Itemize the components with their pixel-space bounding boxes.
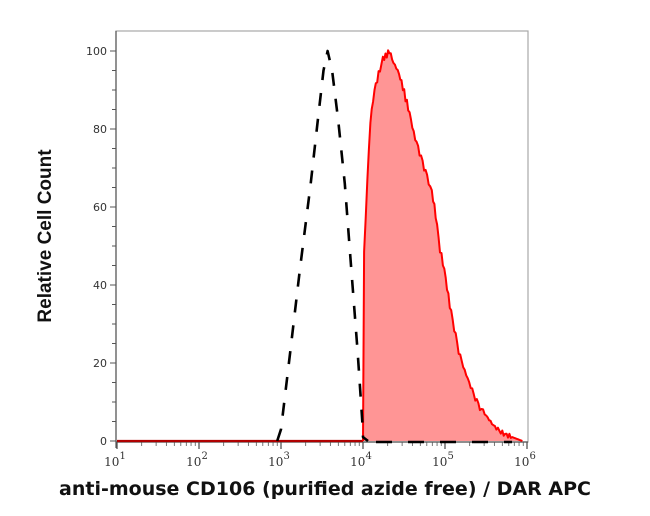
x-tick-label: 102 [186, 451, 208, 469]
y-tick-label: 60 [93, 201, 107, 214]
x-tick-label: 104 [350, 451, 372, 469]
x-axis-title: anti-mouse CD106 (purified azide free) /… [59, 478, 591, 500]
x-tick-label: 105 [432, 451, 454, 469]
stained-series-fill [363, 50, 523, 442]
y-tick-label: 80 [93, 123, 107, 136]
y-tick-label: 0 [100, 435, 107, 448]
x-tick-label: 106 [514, 451, 536, 469]
y-tick-label: 100 [86, 45, 107, 58]
y-tick-label: 40 [93, 279, 107, 292]
control-series-dashed-line [275, 49, 369, 443]
x-tick-label: 101 [104, 451, 126, 469]
y-axis-ticks: 0 20 40 60 80 100 [86, 45, 116, 448]
y-tick-label: 20 [93, 357, 107, 370]
stained-series-line [362, 49, 523, 442]
x-tick-label: 103 [268, 451, 290, 469]
x-axis-ticks: 101 102 103 104 105 106 [104, 442, 536, 469]
y-axis-title: Relative Cell Count [35, 149, 56, 323]
